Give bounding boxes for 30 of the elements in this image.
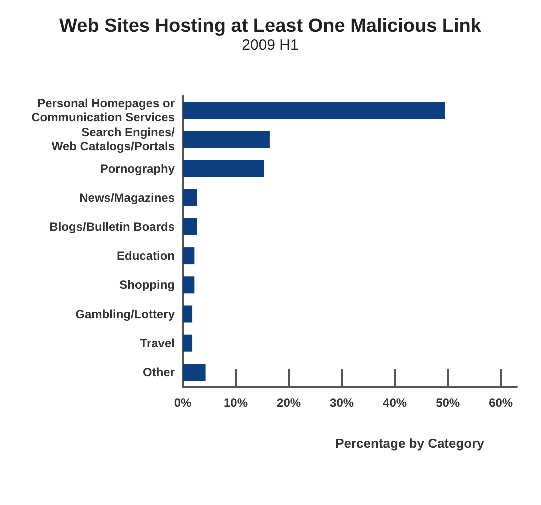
x-tick-label: 40% — [383, 396, 408, 410]
x-axis-title: Percentage by Category — [336, 436, 486, 451]
y-tick-label: Personal Homepages or Communication Services — [32, 96, 176, 125]
x-tick-label: 30% — [330, 396, 354, 410]
bar — [183, 131, 270, 148]
x-tick-label: 20% — [277, 396, 302, 410]
chart-subtitle: 2009 H1 — [242, 37, 299, 54]
y-tick-label: Gambling/Lottery — [76, 307, 176, 322]
y-tick-label: Blogs/Bulletin Boards — [50, 220, 176, 234]
bar — [183, 102, 446, 120]
y-tick-label: Pornography — [100, 162, 176, 176]
y-tick-label: Travel — [140, 336, 175, 350]
bar — [183, 306, 193, 323]
y-tick-label: News/Magazines — [80, 190, 176, 205]
bar — [183, 218, 198, 236]
bar — [183, 248, 195, 265]
bar — [183, 276, 195, 294]
bar — [183, 334, 193, 352]
bar — [183, 364, 206, 381]
x-tick-label: 10% — [224, 396, 248, 410]
bar — [183, 160, 264, 178]
y-tick-label: Education — [116, 249, 175, 264]
bar — [183, 189, 198, 206]
x-tick-label: 50% — [436, 396, 460, 410]
y-tick-label: Other — [142, 365, 176, 380]
y-tick-label: Shopping — [120, 278, 175, 292]
x-tick-label: 0% — [174, 396, 192, 410]
chart-title: Web Sites Hosting at Least One Malicious Link — [60, 16, 482, 37]
x-tick-label: 60% — [489, 396, 514, 410]
y-tick-label: Search Engines/ Web Catalogs/Portals — [52, 126, 176, 154]
